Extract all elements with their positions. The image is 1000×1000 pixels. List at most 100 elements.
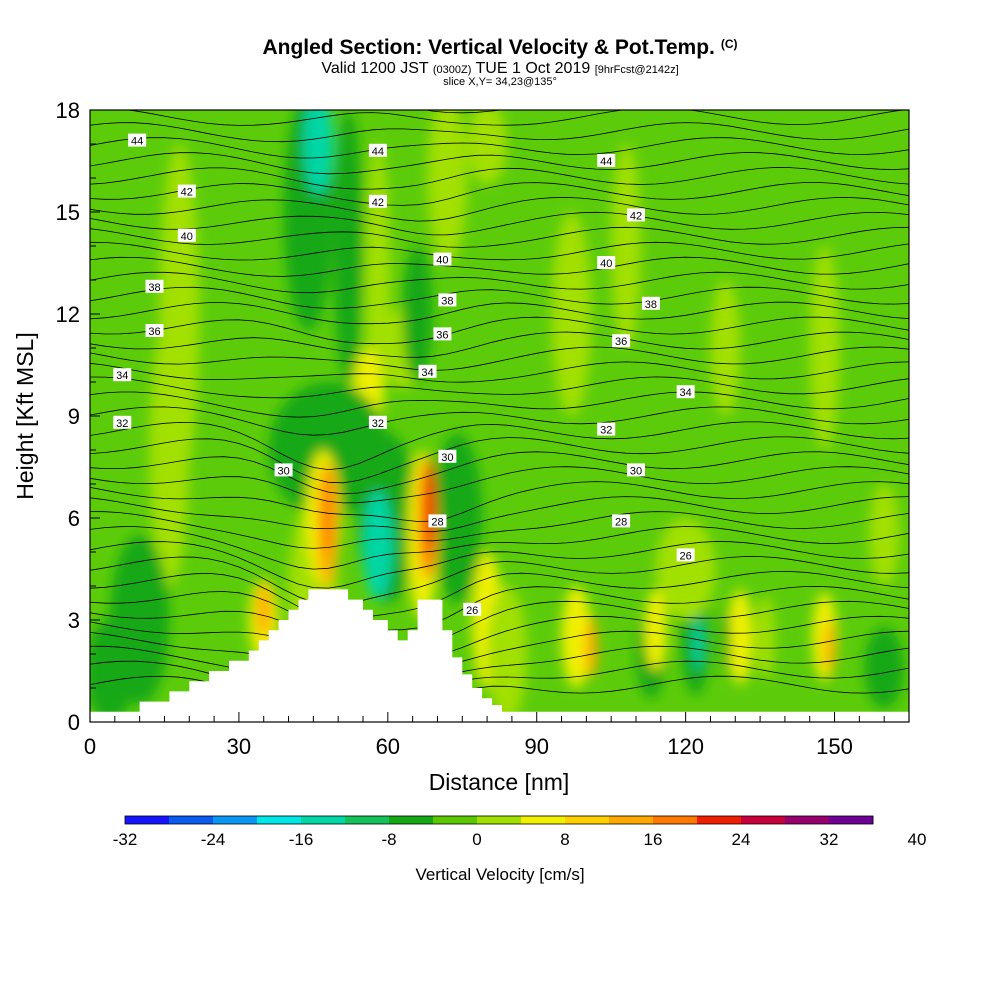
colorbar-swatch: [697, 816, 742, 824]
contour-label-text: 40: [181, 231, 193, 243]
theta-contour-label: 40: [433, 252, 452, 267]
contour-label-box: [627, 208, 645, 222]
velocity-region: [727, 589, 753, 685]
theta-contour-label: 44: [368, 143, 387, 158]
colorbar-swatch: [565, 816, 610, 824]
theta-contour-label: 32: [597, 422, 616, 437]
contour-label-text: 30: [277, 465, 289, 477]
contour-label-box: [418, 364, 437, 378]
theta-contour-line: [90, 241, 909, 261]
theta-contour-line: [90, 331, 909, 358]
theta-contour-line: [90, 481, 909, 522]
theta-contour-line: [90, 226, 909, 248]
y-tick-label: 6: [68, 506, 80, 531]
valid-zulu: (0300Z): [432, 64, 472, 76]
contour-label-box: [438, 449, 457, 463]
contour-label-box: [433, 252, 452, 266]
velocity-region: [268, 382, 388, 518]
theta-contour-labels: 44 44 44 42 42 42 40 40 40 38 38 38 36 36 36 34 34 34 32 32…: [113, 133, 695, 617]
theta-contour-label: 44: [597, 154, 616, 168]
theta-contours: [90, 110, 909, 722]
colorbar-swatch: [609, 816, 654, 824]
y-tick-label: 3: [68, 608, 80, 633]
theta-contour-line: [90, 466, 909, 504]
contour-label-text: 40: [436, 255, 448, 267]
colorbar-swatch: [433, 816, 478, 824]
theta-contour-line: [90, 152, 909, 175]
velocity-region: [611, 144, 641, 348]
contour-label-box: [641, 296, 660, 310]
valid-prefix: Valid 1200 JST: [321, 60, 429, 77]
contour-label-box: [597, 154, 616, 167]
theta-contour-label: 42: [368, 194, 387, 209]
colorbar-tick-label: 24: [732, 830, 751, 849]
contour-label-text: 38: [148, 282, 160, 294]
velocity-region: [467, 110, 507, 185]
contour-label-box: [145, 324, 164, 337]
theta-contour-label: 42: [177, 184, 196, 199]
theta-contour-label: 30: [627, 463, 645, 477]
contour-label-box: [177, 228, 196, 242]
contour-label-text: 30: [630, 465, 642, 477]
velocity-region: [149, 314, 190, 586]
y-tick-label: 9: [68, 404, 80, 429]
theta-contour-line: [90, 182, 909, 206]
chart-title-tag: (C): [720, 37, 738, 51]
velocity-region: [824, 620, 835, 675]
theta-contour-line: [90, 511, 909, 549]
contour-label-text: 32: [116, 418, 128, 430]
theta-contour-line: [90, 630, 909, 667]
theta-contour-line: [90, 585, 909, 631]
theta-contour-line: [125, 110, 907, 126]
theta-contour-label: 36: [612, 334, 631, 348]
theta-contour-label: 26: [676, 548, 695, 562]
velocity-region: [322, 467, 334, 556]
chart-title-text: Angled Section: Vertical Velocity & Pot.…: [262, 36, 715, 59]
velocity-region: [585, 616, 598, 678]
theta-contour-line: [90, 167, 909, 190]
colorbar-swatch: [301, 816, 346, 824]
y-tick-label: 12: [56, 302, 80, 327]
contour-label-text: 36: [615, 336, 627, 348]
colorbar-swatch: [125, 816, 170, 824]
contour-label-box: [145, 279, 164, 293]
contour-label-box: [368, 143, 387, 157]
plot-area: 44 44 44 42 42 42 40 40 40 38 38 38 36 36 36 34 34 34 32 32…: [90, 110, 909, 722]
theta-contour-label: 34: [418, 364, 437, 379]
contour-label-box: [597, 256, 616, 269]
y-tick-label: 18: [56, 98, 80, 123]
theta-contour-label: 30: [274, 463, 293, 477]
theta-contour-line: [90, 571, 909, 620]
colorbar-swatch: [477, 816, 522, 824]
contour-label-text: 42: [181, 187, 193, 199]
contour-label-text: 26: [680, 550, 692, 562]
contour-label-text: 44: [131, 136, 143, 148]
contour-label-box: [676, 548, 695, 562]
contour-label-text: 34: [680, 387, 692, 399]
velocity-region: [755, 596, 775, 678]
colorbar-tick-label: 40: [908, 830, 927, 849]
colorbar-swatch: [389, 816, 434, 824]
contour-label-text: 42: [630, 210, 642, 222]
velocity-region: [425, 463, 435, 552]
contour-label-box: [438, 293, 457, 307]
theta-contour-line: [90, 556, 909, 606]
colorbar-swatch: [213, 816, 258, 824]
theta-contour-label: 26: [463, 602, 482, 617]
y-tick-label: 0: [68, 710, 80, 735]
contour-label-text: 32: [600, 425, 612, 437]
velocity-region: [303, 110, 334, 195]
contour-label-text: 28: [431, 516, 443, 528]
theta-contour-line: [90, 376, 909, 399]
contour-label-text: 36: [148, 326, 160, 338]
colorbar-tick-label: 8: [560, 830, 569, 849]
theta-contour-label: 36: [145, 324, 164, 338]
colorbar-tick-label: 32: [820, 830, 839, 849]
contour-label-text: 36: [436, 329, 448, 341]
velocity-region: [256, 582, 271, 637]
colorbar-swatch: [169, 816, 214, 824]
theta-contour-label: 36: [433, 327, 452, 341]
colorbar-frame: [124, 815, 874, 825]
contour-label-text: 30: [441, 452, 453, 464]
